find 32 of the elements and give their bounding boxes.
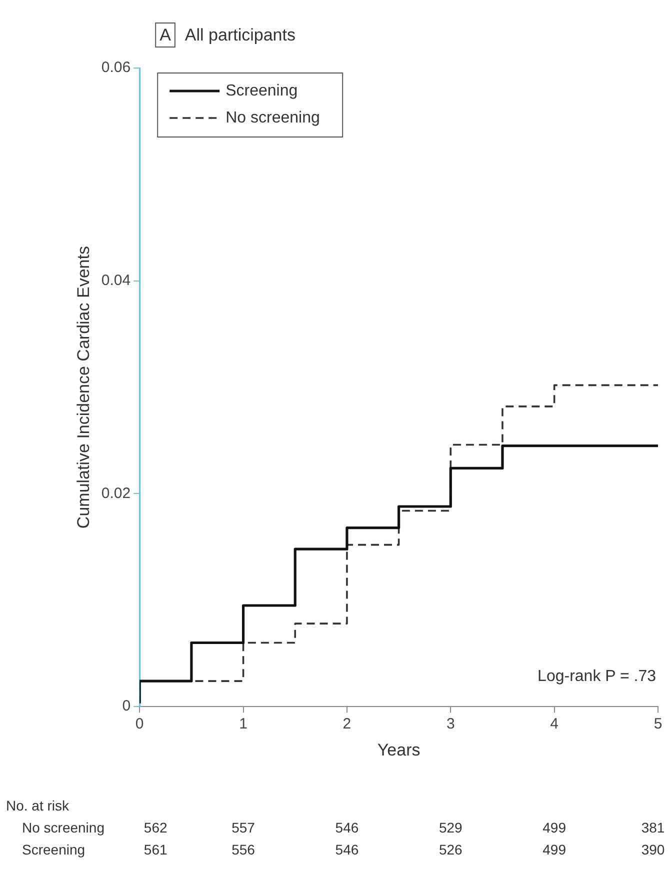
x-tick-label: 3 [446, 716, 455, 733]
y-tick-label: 0.02 [101, 484, 131, 502]
annotation: Log-rank P = .73 [538, 668, 656, 686]
text: Screening [22, 841, 86, 858]
text: 499 [542, 841, 566, 858]
y-tick-label: 0.04 [101, 272, 131, 290]
y-tick-label: 0.06 [101, 59, 131, 76]
text: A [160, 26, 172, 45]
x-tick-label: 0 [135, 716, 144, 733]
y-axis-title: Cumulative Incidence Cardiac Events [74, 246, 93, 529]
text: 390 [641, 841, 665, 858]
y-tick-label: 0 [122, 698, 131, 715]
text: 556 [232, 841, 256, 858]
legend-label: Screening [226, 82, 298, 100]
x-tick-label: 1 [239, 716, 248, 733]
text: 499 [542, 819, 566, 836]
text: 526 [438, 841, 463, 858]
text: 381 [641, 819, 665, 836]
text: No. at risk [6, 797, 70, 814]
text: 557 [232, 819, 256, 836]
x-tick-label: 4 [550, 716, 558, 733]
text: 529 [438, 819, 463, 836]
x-tick-label: 5 [654, 716, 662, 733]
x-tick-label: 2 [342, 716, 352, 733]
x-axis-title: Years [377, 740, 420, 760]
text: 562 [144, 819, 168, 836]
text: 546 [335, 841, 359, 858]
text: 546 [335, 819, 359, 836]
text: No screening [22, 819, 104, 836]
chart-title: All participants [184, 26, 296, 45]
text: 561 [144, 841, 168, 858]
legend-label: No screening [226, 109, 320, 126]
